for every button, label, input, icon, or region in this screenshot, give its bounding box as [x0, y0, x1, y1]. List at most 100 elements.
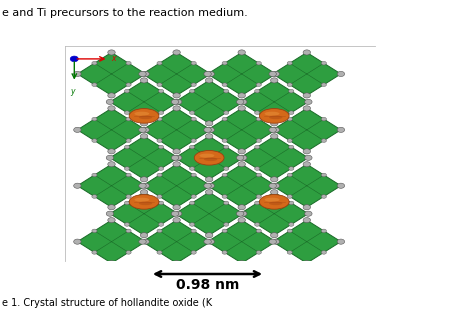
Circle shape	[157, 117, 162, 121]
Circle shape	[256, 61, 261, 65]
Circle shape	[256, 173, 261, 177]
Polygon shape	[77, 108, 146, 151]
Circle shape	[92, 173, 97, 177]
Polygon shape	[175, 136, 243, 179]
Circle shape	[224, 111, 229, 114]
Circle shape	[238, 50, 246, 55]
Circle shape	[256, 251, 261, 254]
Circle shape	[222, 251, 227, 254]
Circle shape	[191, 229, 196, 233]
Circle shape	[255, 201, 260, 205]
Circle shape	[204, 183, 211, 188]
Circle shape	[255, 145, 260, 149]
Circle shape	[140, 78, 148, 83]
Ellipse shape	[204, 157, 218, 161]
Circle shape	[190, 111, 195, 114]
Polygon shape	[77, 164, 146, 207]
Text: e and Ti precursors to the reaction medium.: e and Ti precursors to the reaction medi…	[2, 8, 248, 18]
Polygon shape	[273, 52, 341, 95]
Circle shape	[139, 127, 146, 132]
Circle shape	[158, 111, 164, 114]
Circle shape	[139, 183, 146, 188]
Circle shape	[190, 145, 195, 149]
Circle shape	[256, 117, 261, 121]
Circle shape	[191, 83, 196, 87]
Polygon shape	[143, 164, 211, 207]
Circle shape	[289, 223, 294, 226]
Circle shape	[174, 211, 182, 216]
Circle shape	[157, 229, 162, 233]
Ellipse shape	[259, 109, 289, 123]
Circle shape	[140, 134, 148, 139]
Ellipse shape	[264, 112, 280, 116]
Circle shape	[287, 117, 292, 121]
Circle shape	[287, 61, 292, 65]
Circle shape	[173, 205, 180, 210]
Circle shape	[126, 173, 131, 177]
Circle shape	[126, 83, 131, 87]
Circle shape	[173, 218, 180, 223]
Circle shape	[142, 239, 149, 244]
Circle shape	[239, 155, 247, 161]
Circle shape	[158, 167, 164, 170]
Circle shape	[222, 173, 227, 177]
Polygon shape	[110, 136, 178, 179]
Circle shape	[106, 211, 114, 216]
Circle shape	[289, 89, 294, 93]
Circle shape	[70, 56, 78, 62]
Circle shape	[237, 155, 244, 161]
Circle shape	[289, 145, 294, 149]
Circle shape	[157, 173, 162, 177]
Circle shape	[171, 155, 179, 161]
Ellipse shape	[269, 202, 283, 205]
Circle shape	[204, 71, 211, 76]
Circle shape	[303, 93, 310, 98]
Ellipse shape	[194, 150, 224, 165]
Circle shape	[174, 99, 182, 105]
Circle shape	[92, 83, 97, 87]
Circle shape	[157, 139, 162, 143]
Circle shape	[73, 71, 81, 76]
Circle shape	[106, 155, 114, 161]
Circle shape	[124, 111, 129, 114]
Circle shape	[173, 149, 180, 154]
Circle shape	[224, 89, 229, 93]
Circle shape	[337, 183, 345, 188]
Circle shape	[224, 145, 229, 149]
Circle shape	[92, 117, 97, 121]
Circle shape	[124, 167, 129, 170]
Circle shape	[256, 83, 261, 87]
Ellipse shape	[139, 202, 152, 205]
Circle shape	[287, 195, 292, 198]
Circle shape	[124, 223, 129, 226]
Circle shape	[191, 117, 196, 121]
Polygon shape	[273, 164, 341, 207]
Circle shape	[190, 223, 195, 226]
Ellipse shape	[129, 109, 159, 123]
Circle shape	[287, 139, 292, 143]
Circle shape	[238, 149, 246, 154]
Polygon shape	[273, 220, 341, 263]
Circle shape	[238, 218, 246, 223]
Circle shape	[142, 71, 149, 76]
Circle shape	[126, 251, 131, 254]
Circle shape	[73, 127, 81, 132]
Circle shape	[158, 201, 164, 205]
Circle shape	[92, 195, 97, 198]
Circle shape	[92, 139, 97, 143]
Circle shape	[108, 162, 115, 167]
Circle shape	[73, 183, 81, 188]
Circle shape	[157, 83, 162, 87]
Circle shape	[321, 83, 327, 87]
Ellipse shape	[264, 198, 280, 202]
Circle shape	[271, 78, 278, 83]
Circle shape	[204, 239, 211, 244]
Circle shape	[269, 239, 276, 244]
Circle shape	[224, 223, 229, 226]
Ellipse shape	[200, 154, 214, 158]
Circle shape	[287, 229, 292, 233]
Polygon shape	[240, 136, 309, 179]
Circle shape	[238, 162, 246, 167]
Circle shape	[207, 239, 214, 244]
Circle shape	[272, 239, 280, 244]
